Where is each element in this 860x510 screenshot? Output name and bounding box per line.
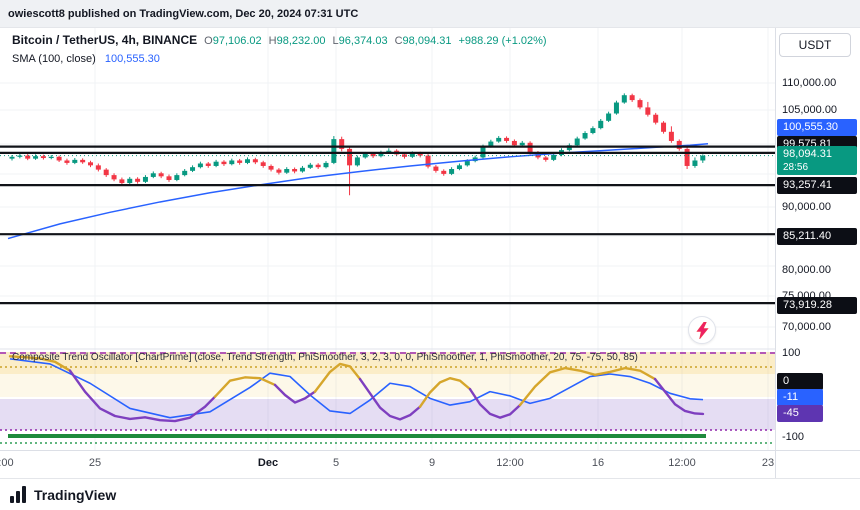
time-tick: 12:00 [668, 457, 696, 469]
currency-toggle-button[interactable]: USDT [779, 33, 851, 57]
time-tick: 9 [428, 457, 436, 469]
price-tick: -100 [782, 431, 805, 443]
price-tick: 90,000.00 [782, 201, 831, 213]
price-badge: 100,555.30 [777, 118, 857, 136]
change-value: +988.29 (+1.02%) [458, 35, 547, 47]
tradingview-wordmark: TradingView [34, 486, 117, 503]
symbol-legend[interactable]: Bitcoin / TetherUS, 4h, BINANCE O 97,106.… [12, 33, 547, 49]
price-badge: 98,094.31 28:56 [777, 146, 857, 175]
oscillator-value-badge: -11 [777, 388, 823, 406]
oscillator-value-badge: -45 [777, 404, 823, 422]
countdown-timer: 28:56 [783, 162, 809, 173]
close-value: 98,094.31 [402, 35, 452, 47]
oscillator-value-badge: 0 [777, 372, 823, 390]
price-tick: 105,000.00 [782, 104, 838, 116]
price-badge: 85,211.40 [777, 227, 857, 245]
time-tick: 25 [88, 457, 102, 469]
price-tick: 100 [782, 347, 801, 359]
price-badge: 93,257.41 [777, 176, 857, 194]
high-label: H [268, 35, 277, 47]
sma-legend[interactable]: SMA (100, close) 100,555.30 [12, 52, 547, 67]
sma-value: 100,555.30 [104, 53, 160, 65]
open-value: 97,106.02 [212, 35, 262, 47]
status-text: owiescott8 published on TradingView.com,… [8, 7, 359, 20]
time-tick: Dec [257, 457, 279, 469]
price-badge: 73,919.28 [777, 296, 857, 314]
chart-legend: Bitcoin / TetherUS, 4h, BINANCE O 97,106.… [12, 33, 547, 67]
main-chart-canvas[interactable] [0, 0, 775, 450]
oscillator-legend[interactable]: Composite Trend Oscillator [ChartPrime] … [12, 352, 638, 363]
lightning-button[interactable] [688, 316, 716, 344]
footer-bar: TradingView [0, 478, 860, 510]
price-tick: 70,000.00 [782, 321, 831, 333]
high-value: 98,232.00 [276, 35, 326, 47]
low-value: 96,374.03 [338, 35, 388, 47]
symbol-title: Bitcoin / TetherUS, 4h, BINANCE [12, 33, 198, 47]
time-tick: 23 [761, 457, 775, 469]
tradingview-logo[interactable]: TradingView [10, 486, 116, 503]
time-tick: 16 [591, 457, 605, 469]
axis-corner [775, 450, 860, 479]
price-tick: 110,000.00 [782, 77, 837, 89]
open-label: O [204, 35, 213, 47]
price-tick: 80,000.00 [782, 264, 831, 276]
tradingview-logo-icon [10, 486, 26, 503]
time-tick: 5 [332, 457, 340, 469]
close-label: C [394, 35, 403, 47]
low-label: L [332, 35, 339, 47]
sma-label: SMA (100, close) [12, 53, 96, 65]
price-scale[interactable]: 110,000.00105,000.0090,000.0080,000.0075… [775, 28, 860, 450]
time-tick: :00 [0, 457, 14, 469]
time-scale[interactable]: :00 25 Dec 5 9 12:00 16 12:00 23 [0, 450, 775, 479]
time-tick: 12:00 [496, 457, 524, 469]
lightning-icon [695, 321, 709, 339]
status-bar: owiescott8 published on TradingView.com,… [0, 0, 860, 28]
